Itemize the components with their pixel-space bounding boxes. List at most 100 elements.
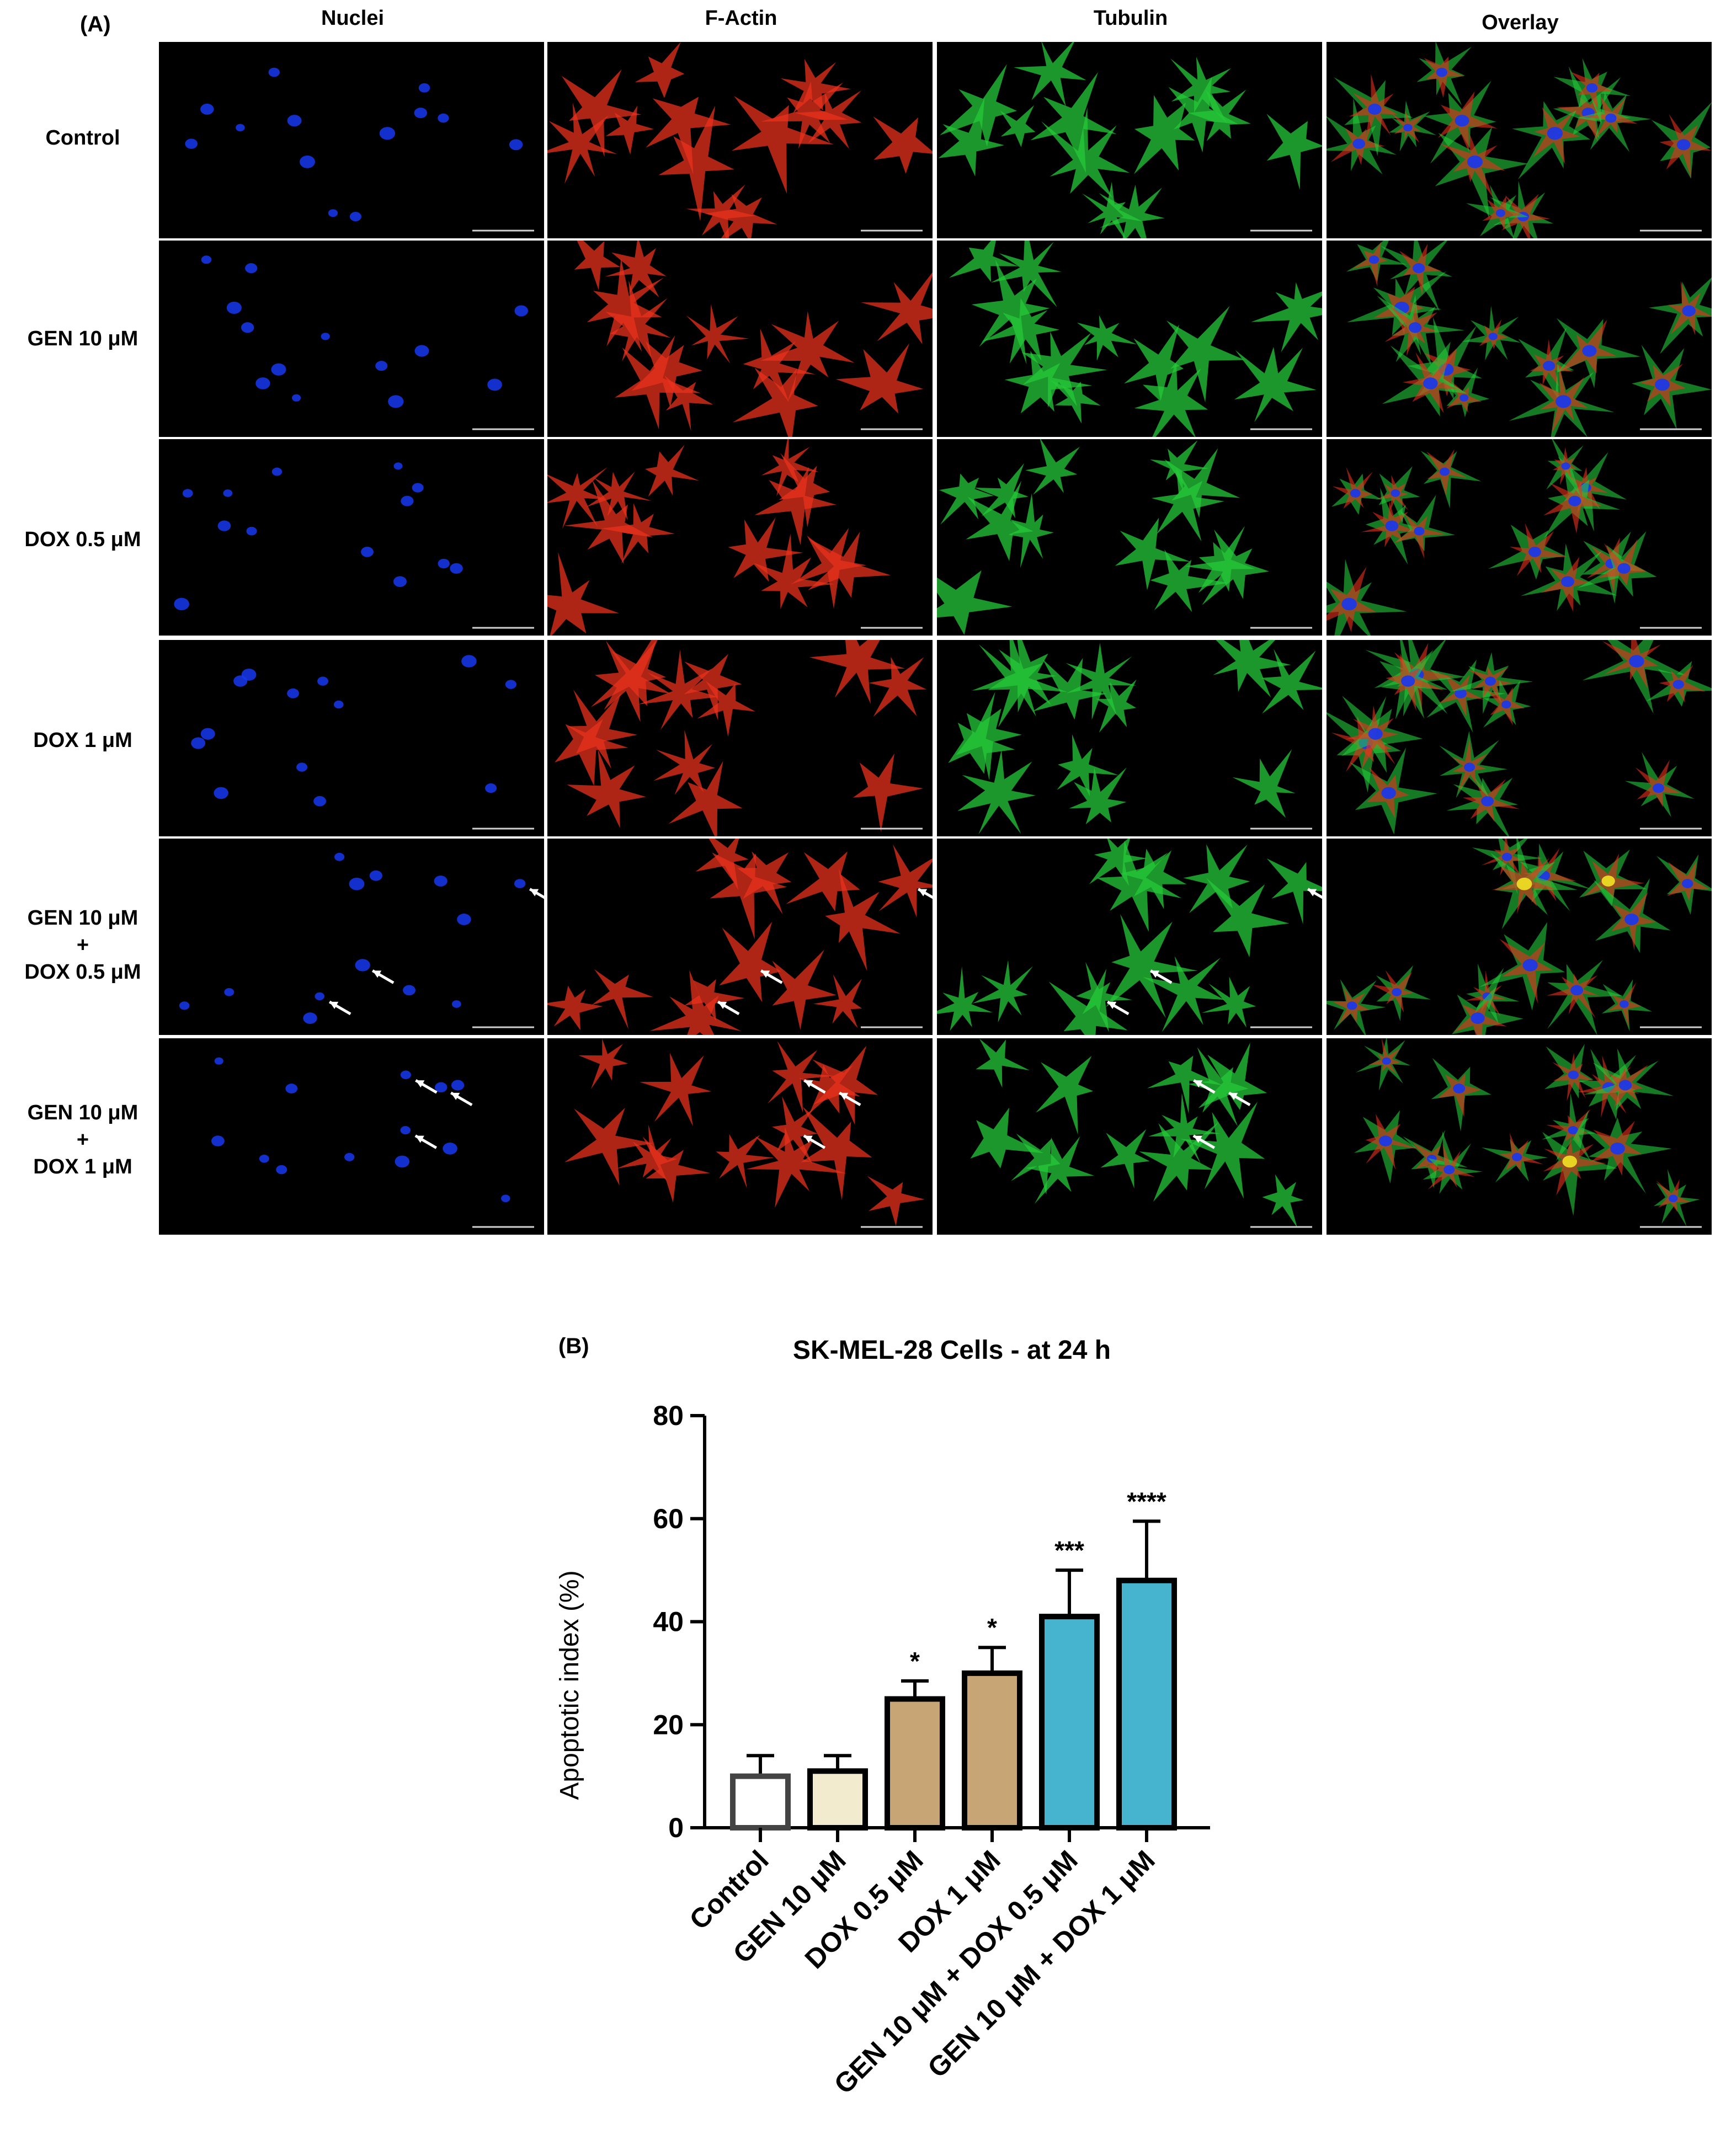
overlay-actin — [1393, 514, 1446, 559]
nucleus — [246, 526, 257, 536]
overlay-nucleus — [1488, 333, 1498, 340]
tubulin-cell — [1106, 914, 1198, 1018]
tubulin-cell — [1150, 549, 1229, 612]
overlay-nucleus — [1455, 688, 1467, 698]
overlay-actin — [1499, 1133, 1543, 1171]
nucleus — [487, 378, 502, 391]
actin-cell — [567, 749, 646, 829]
actin-cell — [786, 851, 860, 911]
tubulin-cell — [1115, 517, 1191, 590]
micrograph-overlay-row-5 — [1327, 839, 1712, 1035]
tubulin-cell — [1099, 184, 1165, 238]
overlay-nucleus — [1408, 322, 1422, 333]
row-label-line: Control — [45, 126, 120, 150]
nucleus — [315, 992, 324, 1001]
significance-label: *** — [1054, 1536, 1084, 1565]
tubulin-cell — [937, 966, 993, 1031]
arrow-head — [1193, 1135, 1202, 1143]
arrow-head — [839, 1092, 849, 1100]
nucleus — [369, 870, 382, 881]
row-label-line: DOX 1 μM — [33, 1155, 132, 1178]
tubulin-cell — [1036, 1055, 1094, 1135]
tubulin-cell — [1124, 324, 1184, 402]
overlay-actin — [1583, 853, 1644, 900]
nucleus — [268, 67, 280, 77]
overlay-nucleus — [1368, 728, 1383, 740]
nucleus — [214, 1057, 223, 1065]
y-tick-label: 60 — [653, 1503, 684, 1534]
nucleus — [361, 547, 374, 557]
tubulin-cell — [1048, 969, 1128, 1035]
nucleus — [200, 728, 215, 740]
overlay-nucleus — [1501, 700, 1511, 709]
overlay-nucleus — [1443, 1165, 1455, 1175]
nucleus — [401, 495, 414, 506]
overlay-nucleus — [1391, 489, 1400, 497]
tubulin-cell — [976, 1038, 1030, 1088]
actin-cell — [638, 649, 719, 730]
arrow-head — [530, 889, 539, 896]
overlay-nucleus — [1676, 139, 1691, 151]
row-label-line: DOX 1 μM — [33, 729, 132, 752]
tubulin-cell — [1025, 1136, 1095, 1204]
actin-cell — [600, 503, 675, 564]
tubulin-cell — [938, 97, 1004, 177]
overlay-nucleus — [1403, 124, 1413, 132]
tubulin-cell — [1232, 749, 1296, 818]
micrograph-tubulin-row-3 — [937, 439, 1322, 636]
overlay-nucleus — [1629, 655, 1644, 668]
actin-cell — [592, 969, 653, 1029]
actin-cell — [780, 59, 851, 114]
nucleus — [245, 263, 258, 274]
overlay-nucleus — [1555, 395, 1571, 408]
overlay-nucleus — [1516, 877, 1532, 890]
tubulin-cell — [940, 64, 1018, 147]
nucleus — [296, 762, 308, 772]
arrow-head — [918, 889, 928, 896]
tubulin-cell — [1100, 1129, 1150, 1189]
nucleus — [174, 597, 189, 611]
actin-cell — [861, 272, 933, 344]
nucleus — [418, 83, 430, 93]
actin-cell — [710, 852, 787, 940]
tubulin-cell — [1266, 114, 1322, 190]
nucleus — [451, 1000, 461, 1008]
nucleus — [236, 124, 245, 132]
significance-label: **** — [1127, 1487, 1166, 1515]
actin-cell — [716, 1134, 774, 1188]
overlay-nucleus — [1368, 103, 1382, 115]
tubulin-cell — [1151, 468, 1224, 542]
actin-cell — [578, 1038, 628, 1090]
micrograph-actin-row-4 — [547, 640, 933, 836]
nucleus — [443, 1143, 457, 1155]
nucleus — [434, 876, 448, 887]
bar-5 — [1039, 1614, 1100, 1831]
nucleus — [200, 103, 214, 115]
overlay-actin — [1499, 938, 1553, 1004]
row-label-gen10-dox1: GEN 10 μM + DOX 1 μM — [11, 1100, 155, 1181]
arrow-head — [1308, 889, 1317, 896]
actin-cell — [605, 105, 654, 155]
overlay-nucleus — [1669, 1194, 1678, 1203]
nucleus — [451, 1080, 465, 1091]
row-label-line: DOX 0.5 μM — [24, 960, 141, 984]
tubulin-cell — [1170, 57, 1232, 124]
overlay-nucleus — [1681, 879, 1693, 888]
tubulin-cell — [1000, 105, 1036, 147]
arrow-head — [451, 1092, 460, 1100]
nucleus — [223, 489, 233, 497]
nucleus — [501, 1194, 510, 1203]
overlay-nucleus — [1501, 852, 1512, 861]
overlay-nucleus — [1368, 255, 1379, 264]
panel-b-label: (B) — [558, 1334, 589, 1358]
overlay-nucleus — [1467, 155, 1483, 168]
tubulin-cell — [1234, 346, 1317, 423]
nucleus — [403, 985, 416, 996]
bar-2 — [807, 1768, 868, 1831]
column-header-tubulin: Tubulin — [1093, 7, 1168, 30]
tubulin-cell — [1032, 658, 1107, 720]
tubulin-cell — [1076, 962, 1132, 1032]
tubulin-cell — [978, 640, 1068, 728]
nucleus — [485, 783, 497, 793]
micrograph-tubulin-row-5 — [937, 839, 1322, 1035]
